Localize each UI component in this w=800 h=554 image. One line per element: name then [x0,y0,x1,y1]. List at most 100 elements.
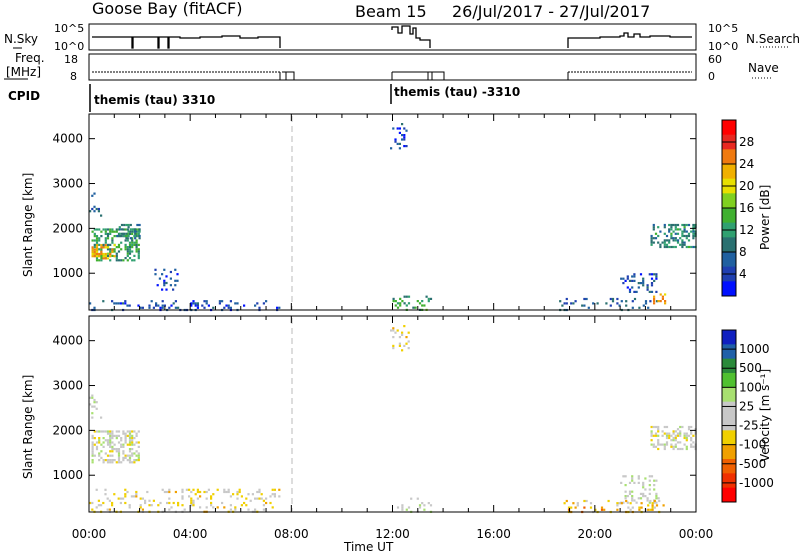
data-cell [631,499,634,502]
data-cell [418,506,422,509]
data-cell [665,234,669,238]
data-cell [120,445,123,448]
data-cell [644,488,647,491]
data-cell [128,443,132,446]
data-cell [574,300,577,303]
data-cell [565,499,568,503]
data-cell [273,495,276,498]
data-cell [192,501,195,505]
data-cell [126,259,129,262]
data-cell [657,300,660,303]
data-cell [405,336,408,339]
data-cell [653,300,656,303]
data-cell [687,232,691,235]
data-cell [102,252,105,256]
data-cell [126,239,129,242]
data-cell [115,246,118,249]
y-tick-label: 3000 [52,177,83,191]
data-cell [131,246,134,249]
data-cell [655,479,658,482]
data-cell [650,234,653,238]
data-cell [642,282,645,285]
data-cell [210,501,213,505]
data-cell [95,248,99,251]
data-cell [190,497,193,500]
data-cell [642,304,645,307]
data-cell [407,302,411,305]
data-cell [115,461,118,464]
data-cell [100,259,103,262]
data-cell [91,394,94,397]
data-cell [131,239,134,242]
power-colorbar-label: Power [dB] [758,185,772,250]
data-cell [128,241,132,244]
data-cell [216,488,219,491]
data-cell [106,243,110,246]
data-cell [97,499,100,502]
data-cell [637,475,640,478]
data-cell [115,259,118,262]
data-cell [692,245,695,249]
data-cell [115,302,118,305]
data-cell [583,297,586,301]
data-cell [429,504,433,507]
data-cell [126,246,129,249]
colorbar-swatch [722,430,736,446]
data-cell [392,300,395,303]
colorbar-swatch [722,237,736,253]
data-cell [168,488,171,491]
data-cell [687,245,691,249]
data-cell [148,306,151,309]
data-cell [565,297,568,301]
data-cell [657,226,660,229]
data-cell [117,459,121,462]
data-cell [210,504,213,507]
colorbar-tick-label: 16 [739,201,754,215]
data-cell [626,501,629,504]
data-cell [681,241,684,244]
data-cell [131,237,134,240]
data-cell [106,252,110,255]
data-cell [109,439,112,442]
data-cell [118,234,121,238]
data-cell [642,277,645,280]
data-cell [133,430,136,433]
nsky-tick-bottom: 10^0 [54,40,84,53]
data-cell [663,223,666,227]
data-cell [168,490,171,494]
data-cell [663,443,666,446]
data-cell [91,452,94,455]
data-cell [262,508,265,511]
data-cell [661,241,664,244]
data-cell [668,241,671,244]
data-cell [624,490,627,493]
data-cell [423,504,426,507]
data-cell [659,245,662,249]
data-cell [603,508,606,511]
data-cell [126,252,129,255]
data-cell [137,254,140,257]
data-cell [659,243,662,246]
data-cell [97,504,100,507]
data-cell [122,432,125,435]
data-cell [640,506,643,509]
data-cell [624,475,627,478]
data-cell [659,300,662,303]
data-cell [405,295,408,298]
data-cell [161,488,164,491]
data-cell [243,304,246,307]
data-cell [118,226,121,229]
data-cell [658,499,661,503]
data-cell [652,425,655,429]
data-cell [95,445,99,448]
data-cell [692,226,695,229]
data-cell [122,497,125,500]
data-cell [104,237,107,240]
data-cell [401,331,404,334]
data-cell [265,501,268,505]
colorbar-swatch [722,252,736,268]
colorbar-swatch [722,459,736,474]
data-cell [637,286,640,289]
colorbar-tick-label: 8 [739,245,747,259]
data-cell [405,342,408,345]
